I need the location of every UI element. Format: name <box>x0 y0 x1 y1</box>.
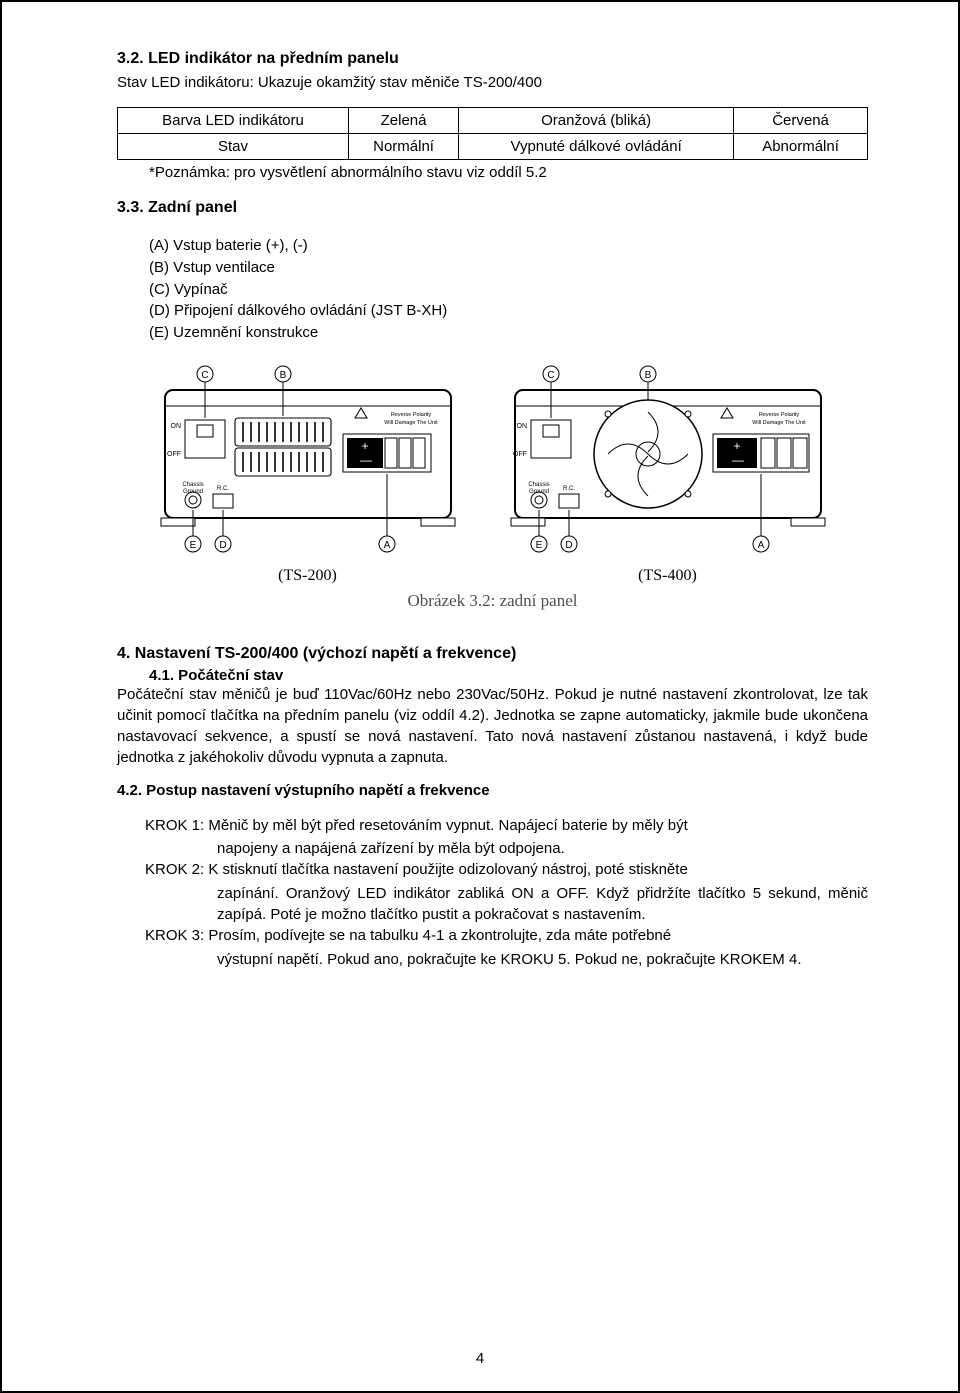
figure-3-2: ON OFF + — <box>117 362 868 611</box>
ts200-diagram: ON OFF + — <box>153 362 463 557</box>
list-item: (C) Vypínač <box>149 279 868 301</box>
step-2-line1: KROK 2: K stisknutí tlačítka nastavení p… <box>145 859 868 880</box>
svg-text:E: E <box>535 540 542 551</box>
svg-text:E: E <box>189 540 196 551</box>
heading-4-2: 4.2. Postup nastavení výstupního napětí … <box>117 782 868 799</box>
svg-text:+: + <box>361 439 368 453</box>
list-item: (D) Připojení dálkového ovládání (JST B-… <box>149 300 868 322</box>
warn-text1: Reverse Polarity <box>390 412 431 418</box>
svg-text:D: D <box>219 540 226 551</box>
panel-ts400: ON OFF <box>503 362 833 585</box>
svg-text:Chassis: Chassis <box>528 482 549 488</box>
label-on: ON <box>170 423 181 430</box>
label-off: OFF <box>167 451 181 458</box>
ts400-diagram: ON OFF <box>503 362 833 557</box>
svg-text:Will Damage The Unit: Will Damage The Unit <box>752 420 806 426</box>
page-number: 4 <box>2 1350 958 1367</box>
rear-panel-list: (A) Vstup baterie (+), (-) (B) Vstup ven… <box>149 235 868 344</box>
figure-label: Obrázek 3.2: zadní panel <box>117 591 868 611</box>
svg-text:Reverse Polarity: Reverse Polarity <box>758 412 799 418</box>
svg-text:A: A <box>757 540 764 551</box>
table-cell: Normální <box>348 134 458 160</box>
svg-text:B: B <box>644 370 651 381</box>
caption-ts400: (TS-400) <box>503 567 833 585</box>
caption-ts200: (TS-200) <box>153 567 463 585</box>
panel-ts200: ON OFF + — <box>153 362 463 585</box>
led-indicator-table: Barva LED indikátoru Zelená Oranžová (bl… <box>117 107 868 160</box>
svg-text:R.C.: R.C. <box>563 486 575 492</box>
svg-text:C: C <box>547 370 554 381</box>
sec41-body: Počáteční stav měničů je buď 110Vac/60Hz… <box>117 684 868 768</box>
table-row: Barva LED indikátoru Zelená Oranžová (bl… <box>118 108 868 134</box>
svg-text:Ground: Ground <box>528 489 548 495</box>
heading-3-3: 3.3. Zadní panel <box>117 199 868 217</box>
list-item: (A) Vstup baterie (+), (-) <box>149 235 868 257</box>
document-page: 3.2. LED indikátor na předním panelu Sta… <box>0 0 960 1393</box>
steps-block: KROK 1: Měnič by měl být před resetování… <box>145 815 868 970</box>
heading-4: 4. Nastavení TS-200/400 (výchozí napětí … <box>117 645 868 663</box>
table-cell: Abnormální <box>734 134 868 160</box>
step-1-line1: KROK 1: Měnič by měl být před resetování… <box>145 815 868 836</box>
table-cell: Stav <box>118 134 349 160</box>
svg-text:+: + <box>733 439 740 453</box>
warn-text2: Will Damage The Unit <box>384 420 438 426</box>
list-item: (E) Uzemnění konstrukce <box>149 322 868 344</box>
table-cell: Oranžová (bliká) <box>459 108 734 134</box>
list-item: (B) Vstup ventilace <box>149 257 868 279</box>
svg-text:B: B <box>279 370 286 381</box>
heading-3-2: 3.2. LED indikátor na předním panelu <box>117 50 868 68</box>
step-1-line2: napojeny a napájená zařízení by měla být… <box>217 838 868 859</box>
table-note: *Poznámka: pro vysvětlení abnormálního s… <box>149 164 868 181</box>
svg-text:OFF: OFF <box>513 451 527 458</box>
svg-text:A: A <box>383 540 390 551</box>
svg-text:D: D <box>565 540 572 551</box>
svg-text:R.C.: R.C. <box>217 486 229 492</box>
sec32-subtitle: Stav LED indikátoru: Ukazuje okamžitý st… <box>117 72 868 93</box>
step-3-line2: výstupní napětí. Pokud ano, pokračujte k… <box>217 949 868 970</box>
table-cell: Vypnuté dálkové ovládání <box>459 134 734 160</box>
step-3-line1: KROK 3: Prosím, podívejte se na tabulku … <box>145 925 868 946</box>
svg-text:Ground: Ground <box>182 489 202 495</box>
table-cell: Barva LED indikátoru <box>118 108 349 134</box>
table-row: Stav Normální Vypnuté dálkové ovládání A… <box>118 134 868 160</box>
svg-text:ON: ON <box>516 423 527 430</box>
svg-text:C: C <box>201 370 208 381</box>
table-cell: Červená <box>734 108 868 134</box>
svg-text:Chassis: Chassis <box>182 482 203 488</box>
heading-4-1: 4.1. Počáteční stav <box>149 667 868 684</box>
step-2-line2: zapínání. Oranžový LED indikátor zabliká… <box>217 883 868 926</box>
table-cell: Zelená <box>348 108 458 134</box>
